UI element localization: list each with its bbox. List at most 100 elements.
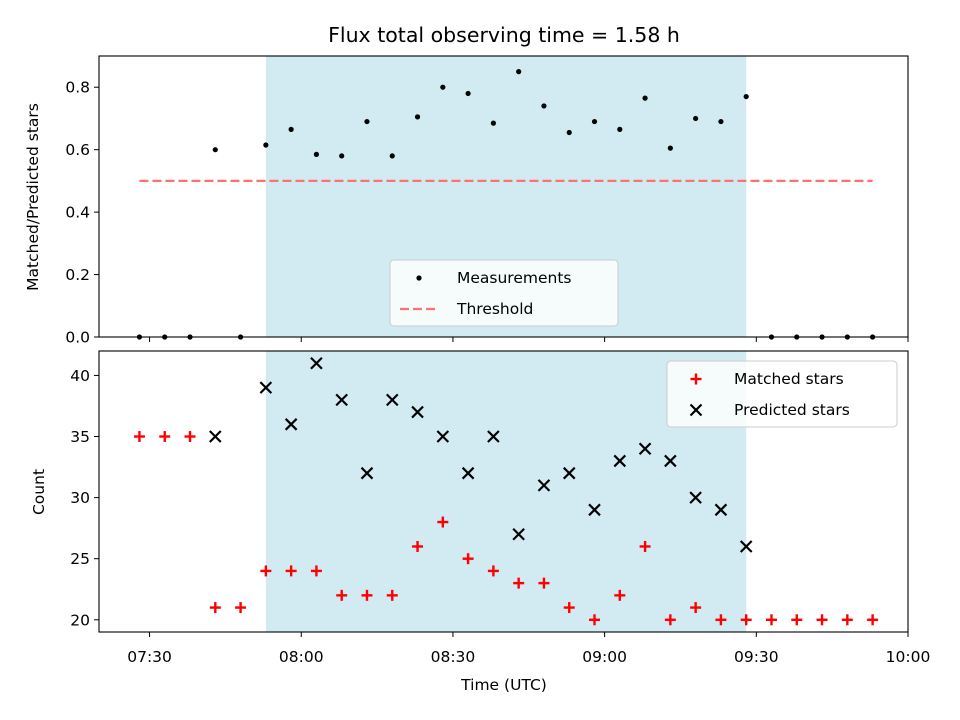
legend-handle-dot (416, 275, 422, 281)
data-point-plus (487, 565, 499, 577)
data-point-x-b (588, 503, 601, 517)
data-point-x-b (461, 466, 475, 480)
data-point-dot (693, 115, 699, 122)
y-tick-label-bottom: 20 (70, 611, 90, 629)
data-point-dot (288, 126, 294, 132)
data-point-dot (263, 142, 269, 148)
data-point-dot (313, 151, 320, 157)
data-point-plus (791, 614, 803, 626)
data-point-plus (589, 614, 601, 626)
data-point-x (259, 381, 273, 394)
data-point-x (664, 454, 677, 468)
data-point-plus (133, 431, 145, 443)
top-panel: 0.0 0.2 0.4 0.6 0.8 Measurements Threshold (65, 55, 909, 347)
y-tick-label-top: 0.4 (65, 204, 90, 222)
data-point-x (385, 393, 399, 407)
data-point-x-b (689, 491, 702, 504)
data-point-x-b (487, 430, 500, 443)
data-point-plus (260, 565, 272, 577)
data-point-dot (212, 147, 218, 153)
data-point-x (487, 430, 500, 443)
data-point-dot (591, 118, 598, 125)
legend-bottom (666, 360, 898, 428)
data-point-x-b (360, 466, 374, 480)
x-tick-label: 08:00 (279, 648, 324, 666)
data-point-x (284, 418, 298, 431)
chart-title: Flux total observing time = 1.58 h (328, 23, 680, 47)
data-point-x-b (259, 381, 273, 394)
data-point-x-b (335, 393, 348, 407)
data-point-x (461, 466, 475, 480)
x-tick-label: 09:00 (582, 648, 627, 666)
data-point-dot (642, 95, 648, 101)
data-point-dot (667, 145, 673, 151)
x-tick-label: 08:30 (431, 648, 476, 666)
data-point-plus (386, 589, 398, 601)
y-tick-label-bottom: 25 (70, 550, 90, 568)
data-point-plus (336, 589, 348, 601)
data-point-x-b (562, 466, 576, 480)
data-point-x (209, 430, 222, 443)
y-tick-label-bottom: 40 (70, 367, 90, 385)
data-point-x (310, 356, 323, 370)
y-tick-label-bottom: 35 (70, 428, 90, 446)
data-point-plus (664, 614, 676, 626)
y-tick-label-top: 0.8 (65, 79, 90, 97)
data-point-x (613, 454, 627, 468)
data-point-x (360, 466, 374, 480)
legend-top (389, 259, 619, 327)
data-point-x (689, 491, 702, 504)
data-point-plus (816, 614, 828, 626)
data-point-x (638, 442, 652, 456)
observing-window-bottom (265, 351, 747, 632)
data-point-plus (690, 602, 702, 614)
data-point-dot (743, 93, 749, 100)
data-point-plus (765, 614, 777, 626)
data-point-plus (867, 614, 879, 626)
data-point-plus (361, 589, 373, 601)
data-point-x (335, 393, 348, 407)
data-point-x-b (613, 454, 627, 468)
y-tick-label-top: 0.6 (65, 141, 90, 159)
data-point-dot (339, 153, 345, 159)
data-point-plus (209, 602, 221, 614)
data-point-plus (412, 540, 424, 552)
data-point-x-b (209, 430, 222, 443)
data-point-x-b (512, 527, 525, 541)
data-point-dot (389, 153, 395, 159)
data-point-dot (490, 120, 496, 126)
data-point-plus (614, 589, 626, 601)
legend-label: Measurements (457, 269, 572, 287)
data-point-x-b (411, 405, 424, 419)
data-point-plus (159, 431, 171, 443)
data-point-plus (513, 577, 525, 589)
data-point-dot (440, 84, 446, 90)
data-point-dot (566, 129, 572, 136)
data-point-plus (462, 553, 474, 565)
x-axis-label: Time (UTC) (460, 676, 547, 694)
y-tick-label-bottom: 30 (70, 489, 90, 507)
data-point-dot (414, 114, 421, 120)
data-point-plus (310, 565, 322, 577)
data-point-x (739, 540, 753, 553)
data-point-x-b (284, 418, 298, 431)
data-point-plus (841, 614, 853, 626)
data-point-x-b (436, 430, 450, 443)
data-point-x-b (310, 356, 323, 370)
data-point-x (562, 466, 576, 480)
data-point-plus (639, 540, 651, 552)
axes-frame-top (98, 55, 909, 338)
data-point-dot (617, 126, 623, 132)
data-point-x-b (714, 503, 728, 517)
x-tick-label: 09:30 (734, 648, 779, 666)
data-point-x (512, 527, 525, 541)
data-point-plus (235, 602, 247, 614)
data-point-dot (364, 118, 370, 125)
y-axis-label-bottom: Count (30, 469, 48, 515)
x-tick-label: 07:30 (127, 648, 172, 666)
legend-handle-x-b (689, 403, 703, 417)
legend-handle-x (689, 403, 703, 417)
x-tick-label: 10:00 (886, 648, 931, 666)
data-point-x (537, 479, 551, 492)
